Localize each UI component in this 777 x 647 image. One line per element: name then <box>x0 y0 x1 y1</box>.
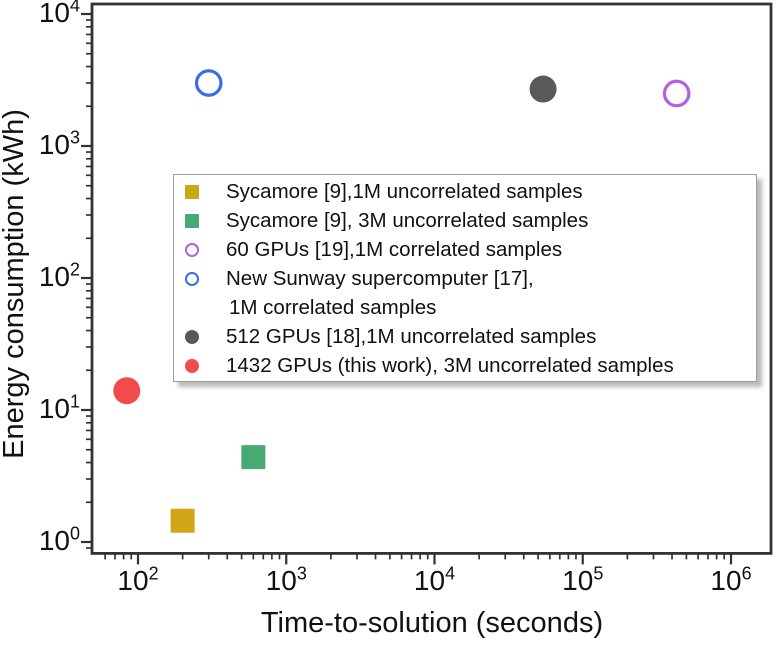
blue-open-circle-marker-icon <box>185 271 199 286</box>
legend-item-1432-gpus: 1432 GPUs (this work), 3M uncorrelated s… <box>185 351 752 380</box>
legend-item-512-gpus: 512 GPUs [18],1M uncorrelated samples <box>185 322 752 351</box>
legend: Sycamore [9],1M uncorrelated samples Syc… <box>173 174 757 382</box>
legend-label: New Sunway supercomputer [17], <box>226 266 534 290</box>
y-tick-label-10e3: 103 <box>38 127 80 160</box>
y-tick-label-10e4: 104 <box>38 0 80 28</box>
legend-item-sycamore-1m: Sycamore [9],1M uncorrelated samples <box>185 177 752 206</box>
legend-item-sycamore-3m: Sycamore [9], 3M uncorrelated samples <box>185 206 752 235</box>
green-square-marker-icon <box>185 213 199 228</box>
point-1432-gpus <box>113 377 141 405</box>
point-sycamore-3m <box>241 445 266 470</box>
x-tick-label-10e3: 103 <box>265 563 307 596</box>
x-axis-title: Time-to-solution (seconds) <box>260 607 604 639</box>
legend-label: 1M correlated samples <box>229 295 437 319</box>
legend-label: Sycamore [9],1M uncorrelated samples <box>226 179 583 203</box>
legend-item-60-gpus: 60 GPUs [19],1M correlated samples <box>185 235 752 264</box>
y-tick-label-10e1: 101 <box>38 391 80 424</box>
x-tick-label-10e2: 102 <box>117 563 159 596</box>
legend-label: 1432 GPUs (this work), 3M uncorrelated s… <box>226 353 674 377</box>
red-circle-marker-icon <box>185 358 199 373</box>
x-tick-label-10e4: 104 <box>413 563 456 596</box>
point-512-gpus <box>529 75 557 103</box>
x-tick-label-10e5: 105 <box>562 563 604 596</box>
legend-item-new-sunway: New Sunway supercomputer [17], <box>185 264 752 293</box>
point-sycamore-1m <box>170 508 195 533</box>
gold-square-marker-icon <box>185 184 199 199</box>
y-tick-label-10e0: 100 <box>38 523 80 556</box>
y-tick-label-10e2: 102 <box>38 259 80 292</box>
legend-label: 512 GPUs [18],1M uncorrelated samples <box>226 324 597 348</box>
gray-circle-marker-icon <box>185 329 199 344</box>
point-60-gpus <box>662 79 691 108</box>
legend-label: 60 GPUs [19],1M correlated samples <box>226 237 563 261</box>
x-tick-label-10e6: 106 <box>710 563 752 596</box>
purple-open-circle-marker-icon <box>185 242 199 257</box>
point-new-sunway <box>194 69 223 97</box>
legend-label: Sycamore [9], 3M uncorrelated samples <box>226 208 589 232</box>
legend-item-new-sunway-line2: 1M correlated samples <box>185 293 752 322</box>
